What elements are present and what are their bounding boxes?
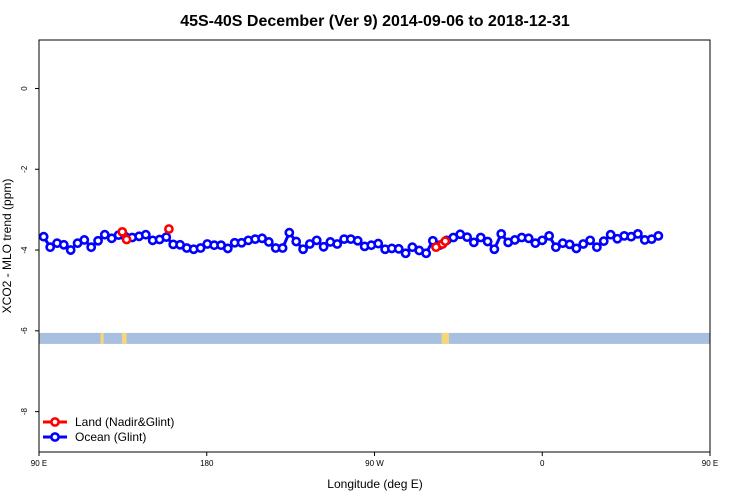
data-point <box>598 236 609 247</box>
data-point <box>550 242 561 253</box>
data-point <box>45 242 56 253</box>
data-point <box>263 237 274 247</box>
legend: Land (Nadir&Glint)Ocean (Glint) <box>43 415 174 444</box>
data-point <box>140 229 151 240</box>
data-point <box>304 239 315 249</box>
data-point <box>65 245 76 255</box>
data-point <box>222 243 233 254</box>
y-tick-label: -6 <box>20 327 29 335</box>
x-tick-label: 90 E <box>31 459 47 468</box>
data-point <box>298 244 309 255</box>
series-ocean-glint- <box>38 227 664 259</box>
x-tick-label: 0 <box>540 459 545 468</box>
data-point <box>440 236 451 247</box>
data-point <box>585 235 596 246</box>
data-point <box>393 243 404 254</box>
data-point <box>462 232 473 243</box>
land-band-segment <box>121 332 127 344</box>
data-point <box>523 233 534 244</box>
data-point <box>99 229 110 240</box>
data-point <box>578 239 589 249</box>
chart-title: 45S-40S December (Ver 9) 2014-09-06 to 2… <box>180 13 570 30</box>
land-ocean-band <box>39 332 710 344</box>
data-point <box>468 237 479 248</box>
x-axis: 90 E 180 90 W 0 90 E <box>31 452 718 468</box>
data-point <box>164 224 174 234</box>
data-point <box>195 243 206 253</box>
data-point <box>632 228 643 239</box>
x-axis-label: Longitude (deg E) <box>327 477 422 491</box>
data-point <box>58 239 69 250</box>
x-tick-label: 90 W <box>365 459 384 468</box>
data-point <box>38 231 49 242</box>
data-point <box>564 239 575 250</box>
y-tick-label: -2 <box>20 165 29 173</box>
data-point <box>537 235 548 246</box>
data-point <box>605 229 616 240</box>
data-point <box>653 231 664 241</box>
data-point <box>571 243 582 254</box>
data-point <box>318 241 329 252</box>
data-point <box>332 239 343 249</box>
legend-label: Ocean (Glint) <box>75 430 146 444</box>
data-point <box>284 227 295 238</box>
data-point <box>352 235 363 246</box>
data-point <box>421 248 432 259</box>
data-point <box>489 244 500 255</box>
data-point <box>93 235 103 246</box>
legend-marker <box>50 417 60 427</box>
data-point <box>161 232 172 243</box>
data-point <box>117 226 128 237</box>
data-point <box>400 248 411 259</box>
data-point <box>482 236 493 247</box>
ocean-band <box>39 332 710 344</box>
y-axis-label: XCO2 - MLO trend (ppm) <box>0 179 14 314</box>
y-tick-label: 0 <box>20 86 29 91</box>
land-band-segment <box>441 332 450 344</box>
legend-label: Land (Nadir&Glint) <box>75 415 174 429</box>
data-point <box>475 232 486 243</box>
data-point <box>79 235 90 245</box>
y-axis: 0 -2 -4 -6 -8 <box>20 86 39 415</box>
series-land-nadir-glint- <box>117 224 451 253</box>
legend-entry: Land (Nadir&Glint) <box>43 415 174 429</box>
data-point <box>277 243 288 253</box>
data-point <box>311 235 322 246</box>
legend-marker <box>50 432 60 442</box>
legend-entry: Ocean (Glint) <box>43 430 146 444</box>
x-tick-label: 90 E <box>702 459 718 468</box>
data-point <box>544 231 555 241</box>
x-tick-label: 180 <box>200 459 214 468</box>
data-point <box>591 242 602 253</box>
land-band-segment <box>100 332 104 344</box>
series-layer <box>38 224 664 259</box>
data-point <box>121 234 132 245</box>
data-point <box>496 228 507 239</box>
data-point <box>373 238 384 249</box>
y-tick-label: -8 <box>20 408 29 416</box>
data-point <box>291 236 302 247</box>
y-tick-label: -4 <box>20 246 29 254</box>
data-point <box>86 242 97 253</box>
